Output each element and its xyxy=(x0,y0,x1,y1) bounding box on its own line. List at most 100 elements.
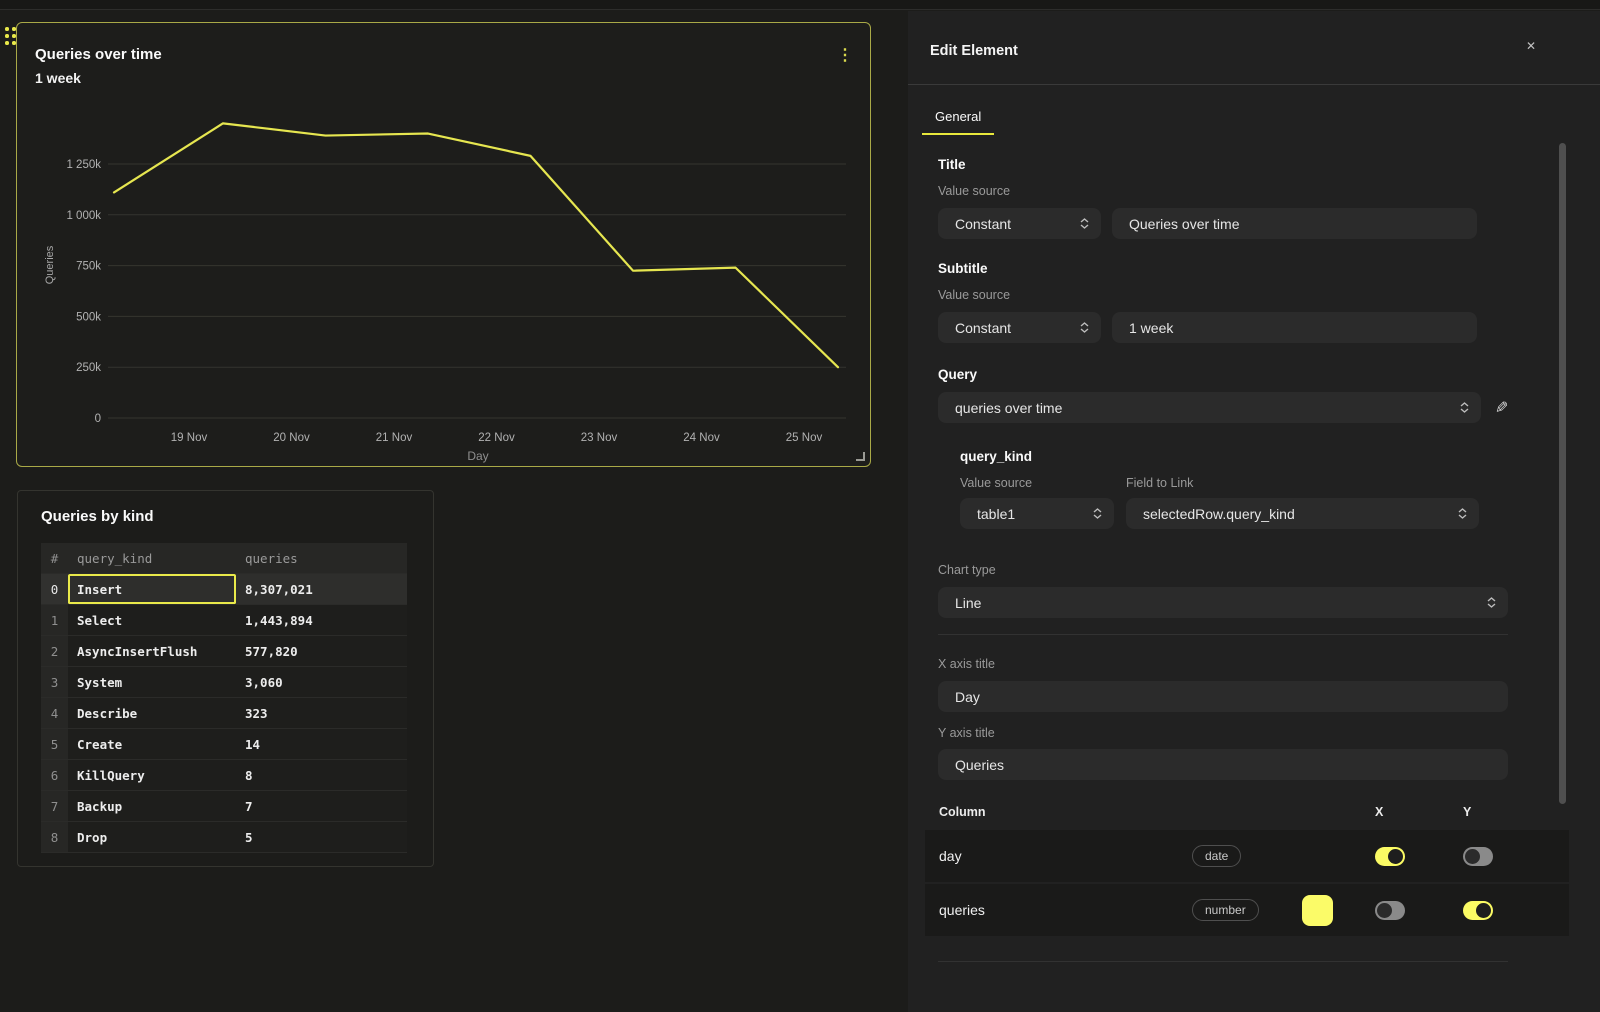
svg-text:750k: 750k xyxy=(76,261,101,273)
query-kind-cell[interactable]: Create xyxy=(68,729,236,760)
editor-header: Edit Element ✕ xyxy=(908,11,1600,85)
table-header-row: # query_kind queries xyxy=(41,543,407,574)
x-toggle[interactable] xyxy=(1375,846,1405,866)
chart-type-select[interactable]: Line xyxy=(938,587,1508,618)
section-divider xyxy=(938,961,1508,962)
query-kind-cell[interactable]: AsyncInsertFlush xyxy=(68,636,236,667)
svg-text:25 Nov: 25 Nov xyxy=(786,432,823,444)
table-row[interactable]: 8 Drop 5 xyxy=(41,822,407,853)
table-row[interactable]: 6 KillQuery 8 xyxy=(41,760,407,791)
queries-table: # query_kind queries 0 Insert 8,307,021 1 Selec… xyxy=(41,543,407,853)
line-chart: 0 250k 500k 750k 1 000k 1 250k 19 Nov 20 Nov 21 … xyxy=(44,122,846,463)
drag-handle-icon[interactable] xyxy=(5,27,16,45)
y-toggle[interactable] xyxy=(1463,846,1493,866)
table-row[interactable]: 7 Backup 7 xyxy=(41,791,407,822)
queries-by-kind-panel: Queries by kind # query_kind queries 0 Inser… xyxy=(17,490,434,867)
column-mapping-table: Column X Y day date queries number xyxy=(925,796,1569,936)
resize-handle[interactable] xyxy=(856,452,865,461)
type-badge: date xyxy=(1192,845,1242,867)
y-axis-title-input[interactable]: Queries xyxy=(938,749,1508,780)
x-header: X xyxy=(1375,805,1384,819)
chart-panel[interactable]: Queries over time 1 week ⋮ 0 250k 500k 750k… xyxy=(16,22,871,467)
query-kind-label: query_kind xyxy=(960,449,1033,464)
queries-cell: 1,443,894 xyxy=(236,605,407,636)
queries-cell: 5 xyxy=(236,822,407,853)
queries-cell: 323 xyxy=(236,698,407,729)
row-index: 3 xyxy=(41,667,68,698)
window-top-strip xyxy=(0,0,1600,10)
tab-general[interactable]: General xyxy=(922,101,995,135)
editor-title: Edit Element xyxy=(930,43,1018,59)
title-section-label: Title xyxy=(938,157,966,172)
qk-field-to-link-label: Field to Link xyxy=(1126,476,1194,490)
query-kind-cell[interactable]: System xyxy=(68,667,236,698)
chevron-updown-icon xyxy=(1458,508,1467,519)
chevron-updown-icon xyxy=(1080,322,1089,333)
svg-text:500k: 500k xyxy=(76,311,101,323)
color-swatch[interactable] xyxy=(1302,894,1333,926)
chart-type-label: Chart type xyxy=(938,563,996,577)
queries-cell: 7 xyxy=(236,791,407,822)
svg-text:250k: 250k xyxy=(76,362,101,374)
queries-cell: 3,060 xyxy=(236,667,407,698)
query-kind-cell[interactable]: Insert xyxy=(68,574,236,605)
table-row[interactable]: 3 System 3,060 xyxy=(41,667,407,698)
column-name: queries xyxy=(939,902,985,918)
chart-title: Queries over time xyxy=(35,46,162,63)
close-icon[interactable]: ✕ xyxy=(1526,39,1537,53)
column-header: Column xyxy=(939,805,986,819)
column-mapping-row: day date xyxy=(925,830,1569,882)
svg-text:1 250k: 1 250k xyxy=(66,159,101,171)
y-toggle[interactable] xyxy=(1463,900,1493,920)
title-source-select[interactable]: Constant xyxy=(938,208,1101,239)
svg-text:23 Nov: 23 Nov xyxy=(581,432,618,444)
query-kind-cell[interactable]: Backup xyxy=(68,791,236,822)
queries-cell: 577,820 xyxy=(236,636,407,667)
svg-text:24 Nov: 24 Nov xyxy=(683,432,720,444)
table-row[interactable]: 2 AsyncInsertFlush 577,820 xyxy=(41,636,407,667)
subtitle-value-input[interactable]: 1 week xyxy=(1112,312,1477,343)
svg-text:Day: Day xyxy=(467,449,488,463)
query-kind-cell[interactable]: Describe xyxy=(68,698,236,729)
qk-source-select[interactable]: table1 xyxy=(960,498,1114,529)
col-header-query-kind: query_kind xyxy=(68,543,236,574)
row-index: 1 xyxy=(41,605,68,636)
table-row[interactable]: 0 Insert 8,307,021 xyxy=(41,574,407,605)
kebab-menu-icon[interactable]: ⋮ xyxy=(837,47,853,64)
qk-field-select[interactable]: selectedRow.query_kind xyxy=(1126,498,1479,529)
queries-cell: 14 xyxy=(236,729,407,760)
row-index: 7 xyxy=(41,791,68,822)
row-index: 8 xyxy=(41,822,68,853)
row-index: 2 xyxy=(41,636,68,667)
table-panel-title: Queries by kind xyxy=(41,508,154,525)
section-divider xyxy=(938,634,1508,635)
app: Queries over time 1 week ⋮ 0 250k 500k 750k… xyxy=(0,11,1600,1012)
query-kind-cell[interactable]: KillQuery xyxy=(68,760,236,791)
table-row[interactable]: 5 Create 14 xyxy=(41,729,407,760)
title-value-source-label: Value source xyxy=(938,184,1011,198)
subtitle-source-select[interactable]: Constant xyxy=(938,312,1101,343)
x-axis-title-input[interactable]: Day xyxy=(938,681,1508,712)
query-kind-cell[interactable]: Drop xyxy=(68,822,236,853)
y-header: Y xyxy=(1463,805,1472,819)
subtitle-value-source-label: Value source xyxy=(938,288,1011,302)
x-toggle[interactable] xyxy=(1375,900,1405,920)
subtitle-section-label: Subtitle xyxy=(938,261,988,276)
pencil-icon[interactable]: ✎ xyxy=(1494,399,1508,417)
table-row[interactable]: 4 Describe 323 xyxy=(41,698,407,729)
dashboard-canvas: Queries over time 1 week ⋮ 0 250k 500k 750k… xyxy=(0,11,908,1012)
svg-text:20 Nov: 20 Nov xyxy=(273,432,310,444)
editor-body: Title Value source Constant Queries over… xyxy=(908,157,1600,962)
query-kind-cell[interactable]: Select xyxy=(68,605,236,636)
panel-scrollbar[interactable] xyxy=(1559,143,1566,804)
table-row[interactable]: 1 Select 1,443,894 xyxy=(41,605,407,636)
y-axis-title-label: Y axis title xyxy=(938,726,995,740)
qk-value-source-label: Value source xyxy=(960,476,1033,490)
type-badge: number xyxy=(1192,899,1259,921)
chevron-updown-icon xyxy=(1460,402,1469,413)
query-select[interactable]: queries over time xyxy=(938,392,1481,423)
svg-text:1 000k: 1 000k xyxy=(66,210,101,222)
title-value-input[interactable]: Queries over time xyxy=(1112,208,1477,239)
chevron-updown-icon xyxy=(1487,597,1496,608)
svg-text:21 Nov: 21 Nov xyxy=(376,432,413,444)
